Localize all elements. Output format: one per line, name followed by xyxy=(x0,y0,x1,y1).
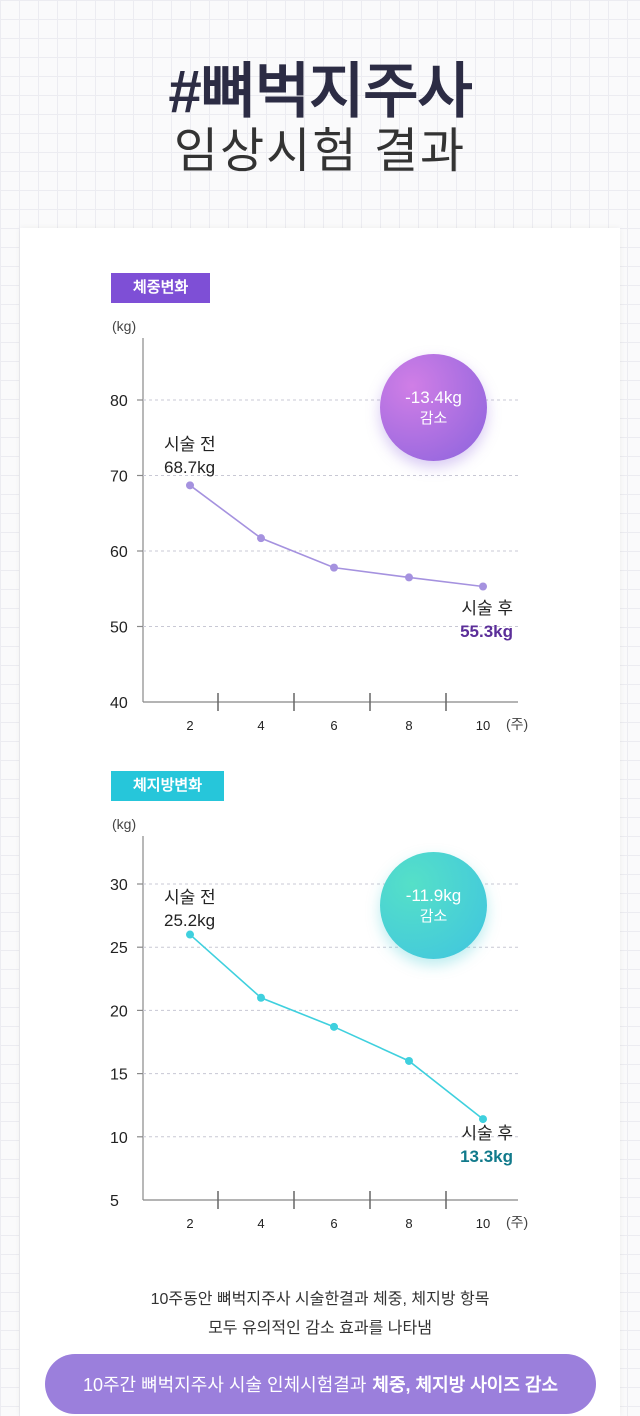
x-tick-label: 10 xyxy=(476,1216,490,1231)
y-tick-label: 30 xyxy=(110,877,128,894)
end-value: 55.3kg xyxy=(460,622,513,641)
cta-text: 10주간 뼈벅지주사 시술 인체시험결과 xyxy=(82,1375,367,1395)
page-title: #뼈벅지주사 xyxy=(168,58,472,125)
start-label: 시술 전 xyxy=(164,888,216,907)
x-tick-label: 4 xyxy=(257,1216,264,1231)
badge-text: 감소 xyxy=(419,409,448,427)
y-tick-label: 60 xyxy=(110,544,128,561)
data-point xyxy=(257,993,265,1002)
start-value: 68.7kg xyxy=(164,458,216,477)
body-fat-end-note: 시술 후 13.3kg xyxy=(460,1122,513,1168)
y-tick-label: 10 xyxy=(110,1130,128,1147)
badge-text: 감소 xyxy=(419,907,448,925)
y-tick-label: 15 xyxy=(110,1067,128,1084)
y-tick-label: 20 xyxy=(110,1003,128,1020)
data-point xyxy=(330,1022,338,1031)
body-fat-start-note: 시술 전 25.2kg xyxy=(164,886,216,932)
data-point xyxy=(186,481,194,490)
x-axis-unit: (주) xyxy=(506,716,528,732)
body-fat-line-chart: (kg) 5 10 15 20 25 30 2 4 6 8 10 (주) xyxy=(110,816,528,1231)
results-card xyxy=(20,228,620,1416)
y-tick-label: 25 xyxy=(110,940,128,957)
weight-start-note: 시술 전 68.7kg xyxy=(164,433,216,479)
y-tick-label: 50 xyxy=(110,620,128,637)
data-point xyxy=(257,534,265,543)
x-tick-label: 10 xyxy=(476,718,490,733)
start-label: 시술 전 xyxy=(164,435,216,454)
chart-label-body-fat: 체지방변화 xyxy=(111,771,225,801)
weight-line-chart: (kg) 40 50 60 70 80 2 4 6 8 10 (주) xyxy=(110,318,528,733)
series-line xyxy=(189,484,484,588)
y-tick-label: 80 xyxy=(110,393,128,410)
summary-line-2: 모두 유의적인 감소 효과를 나타냄 xyxy=(208,1320,432,1337)
y-tick-label: 40 xyxy=(110,695,128,712)
badge-value: -11.9kg xyxy=(405,885,462,905)
y-tick-label: 5 xyxy=(110,1193,119,1210)
end-label: 시술 후 xyxy=(461,599,513,618)
x-tick-label: 6 xyxy=(330,718,337,733)
end-label: 시술 후 xyxy=(461,1124,513,1143)
data-point xyxy=(405,1056,413,1065)
page-subtitle: 임상시험 결과 xyxy=(173,125,467,178)
badge-value: -13.4kg xyxy=(405,387,462,407)
y-tick-label: 70 xyxy=(110,469,128,486)
body-fat-reduction-badge: -11.9kg 감소 xyxy=(380,852,487,959)
data-point xyxy=(479,1115,487,1124)
y-axis-unit: (kg) xyxy=(112,318,136,334)
summary-line-1: 10주동안 뼈벅지주사 시술한결과 체중, 체지방 항목 xyxy=(150,1291,490,1308)
start-value: 25.2kg xyxy=(164,911,216,930)
weight-end-note: 시술 후 55.3kg xyxy=(460,597,513,643)
cta-highlight: 체중, 체지방 사이즈 감소 xyxy=(372,1375,559,1395)
summary-text: 10주동안 뼈벅지주사 시술한결과 체중, 체지방 항목 모두 유의적인 감소 … xyxy=(0,1285,640,1343)
x-tick-label: 2 xyxy=(186,1216,193,1231)
x-tick-label: 8 xyxy=(405,1216,412,1231)
data-point xyxy=(479,582,487,591)
data-point xyxy=(405,573,413,582)
x-axis-unit: (주) xyxy=(506,1214,528,1230)
x-tick-label: 8 xyxy=(405,718,412,733)
x-tick-label: 6 xyxy=(330,1216,337,1231)
y-axis-unit: (kg) xyxy=(112,816,136,832)
data-point xyxy=(186,930,194,939)
data-point xyxy=(330,563,338,572)
x-tick-label: 4 xyxy=(257,718,264,733)
cta-banner[interactable]: 10주간 뼈벅지주사 시술 인체시험결과 체중, 체지방 사이즈 감소 xyxy=(45,1354,596,1414)
chart-label-weight: 체중변화 xyxy=(111,273,211,303)
x-tick-label: 2 xyxy=(186,718,193,733)
end-value: 13.3kg xyxy=(460,1147,513,1166)
weight-reduction-badge: -13.4kg 감소 xyxy=(380,354,487,461)
